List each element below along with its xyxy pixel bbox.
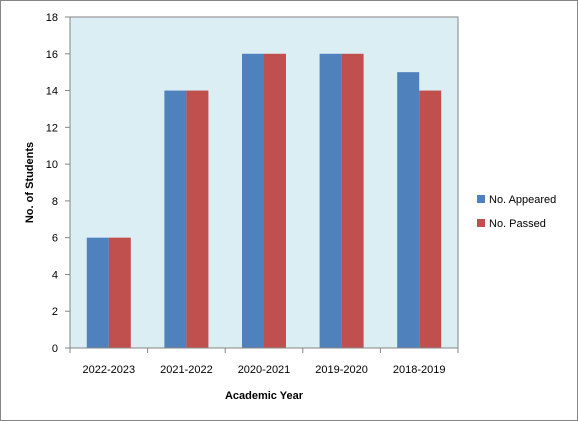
- legend: No. Appeared No. Passed: [477, 194, 556, 230]
- y-tick-label: 2: [52, 306, 58, 318]
- y-axis-title: No. of Students: [24, 142, 36, 223]
- x-axis-title: Academic Year: [225, 390, 304, 402]
- legend-swatch-appeared: [477, 195, 485, 203]
- legend-swatch-passed: [477, 219, 485, 227]
- bar-passed-2019-2020: [341, 53, 364, 349]
- x-ticks-group: 2022-2023 2021-2022 2020-2021 2019-2020 2018…: [69, 348, 459, 376]
- y-ticks-group: 0 2 4 6 8 10 12 14 16 18: [46, 12, 70, 355]
- bars-group: [86, 53, 442, 349]
- x-tick-label: 2022-2023: [82, 364, 135, 376]
- bar-appeared-2018-2019: [397, 72, 420, 349]
- y-tick-label: 4: [52, 269, 58, 281]
- y-tick-label: 16: [46, 49, 58, 61]
- legend-label-appeared: No. Appeared: [489, 194, 556, 206]
- bar-passed-2021-2022: [186, 90, 209, 349]
- bar-appeared-2022-2023: [86, 237, 109, 348]
- y-tick-label: 10: [46, 159, 58, 171]
- x-tick-label: 2021-2022: [160, 364, 213, 376]
- y-tick-label: 18: [46, 12, 58, 24]
- bar-passed-2022-2023: [108, 237, 131, 348]
- x-tick-label: 2019-2020: [315, 364, 368, 376]
- bar-appeared-2020-2021: [242, 53, 264, 349]
- bar-passed-2020-2021: [264, 53, 286, 349]
- x-tick-label: 2020-2021: [238, 364, 291, 376]
- legend-label-passed: No. Passed: [489, 218, 546, 230]
- axes-group: [69, 17, 458, 349]
- x-tick-label: 2018-2019: [393, 364, 446, 376]
- y-tick-label: 8: [52, 196, 58, 208]
- bar-appeared-2019-2020: [319, 53, 342, 349]
- bar-passed-2018-2019: [419, 90, 442, 349]
- y-tick-label: 12: [46, 122, 58, 134]
- y-tick-label: 14: [46, 86, 58, 98]
- y-tick-label: 0: [52, 343, 58, 355]
- y-tick-label: 6: [52, 233, 58, 245]
- bar-appeared-2021-2022: [164, 90, 187, 349]
